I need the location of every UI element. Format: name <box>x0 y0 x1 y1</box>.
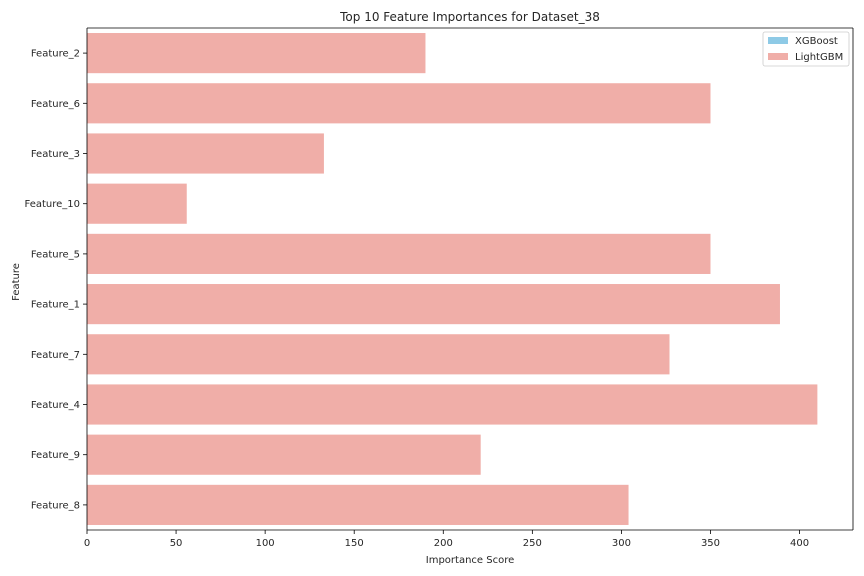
x-tick-label: 400 <box>790 538 809 549</box>
x-tick-label: 150 <box>345 538 364 549</box>
bar-lightgbm-feature_8 <box>87 484 629 525</box>
y-tick-label: Feature_3 <box>31 149 80 160</box>
legend-label-lightgbm: LightGBM <box>795 52 843 63</box>
bar-lightgbm-feature_3 <box>87 133 324 174</box>
bar-lightgbm-feature_5 <box>87 233 711 274</box>
bar-lightgbm-feature_1 <box>87 284 780 325</box>
y-tick-label: Feature_1 <box>31 300 80 311</box>
y-tick-label: Feature_9 <box>31 450 80 461</box>
x-tick-label: 300 <box>612 538 631 549</box>
y-tick-label: Feature_7 <box>31 350 80 361</box>
x-tick-label: 250 <box>523 538 542 549</box>
x-tick-label: 0 <box>84 538 90 549</box>
y-tick-label: Feature_6 <box>31 99 80 110</box>
legend-label-xgboost: XGBoost <box>795 36 838 47</box>
legend-swatch-xgboost <box>768 37 788 44</box>
bar-lightgbm-feature_6 <box>87 83 711 124</box>
legend-swatch-lightgbm <box>768 53 788 60</box>
bar-lightgbm-feature_7 <box>87 334 670 375</box>
x-axis-label: Importance Score <box>426 555 515 566</box>
y-tick-label: Feature_10 <box>24 199 80 210</box>
x-tick-label: 100 <box>256 538 275 549</box>
y-axis-label: Feature <box>11 263 22 301</box>
y-tick-label: Feature_2 <box>31 49 80 60</box>
y-tick-label: Feature_8 <box>31 500 80 511</box>
legend: XGBoost LightGBM <box>762 31 850 67</box>
axes-group: 0 50 100 150 200 250 300 350 400 Feature_2 Feature… <box>24 27 854 549</box>
x-tick-label: 200 <box>434 538 453 549</box>
y-tick-label: Feature_5 <box>31 249 80 260</box>
y-tick-label: Feature_4 <box>31 400 80 411</box>
bars-group <box>87 33 818 525</box>
chart-title: Top 10 Feature Importances for Dataset_3… <box>339 10 600 24</box>
bar-lightgbm-feature_2 <box>87 33 426 74</box>
bar-lightgbm-feature_4 <box>87 384 818 425</box>
x-tick-label: 350 <box>701 538 720 549</box>
bar-lightgbm-feature_10 <box>87 183 187 224</box>
bar-lightgbm-feature_9 <box>87 434 481 475</box>
x-tick-label: 50 <box>170 538 183 549</box>
